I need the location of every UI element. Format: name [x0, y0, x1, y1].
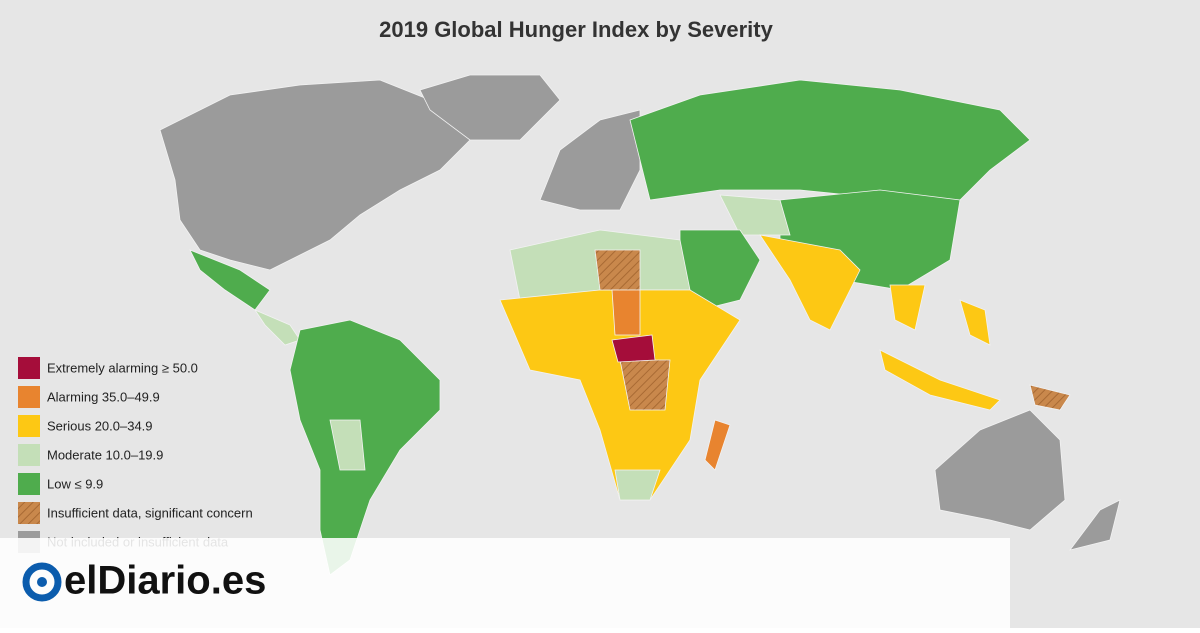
legend-label: Alarming 35.0–49.9: [47, 389, 160, 404]
legend-label: Moderate 10.0–19.9: [47, 447, 163, 462]
legend-swatch: [18, 386, 40, 408]
legend-label: Serious 20.0–34.9: [47, 418, 153, 433]
legend-label: Low ≤ 9.9: [47, 476, 103, 491]
legend-label: Insufficient data, significant concern: [47, 505, 253, 520]
logo-icon-dot: [37, 577, 47, 587]
legend-swatch: [18, 357, 40, 379]
world-map: [159, 74, 1121, 576]
logo-icon: [22, 562, 62, 602]
legend-swatch: [18, 415, 40, 437]
legend-swatch: [18, 473, 40, 495]
legend-label: Extremely alarming ≥ 50.0: [47, 360, 198, 375]
legend-swatch: [18, 444, 40, 466]
logo-band: [0, 538, 1010, 628]
map-title: 2019 Global Hunger Index by Severity: [379, 17, 773, 42]
legend-swatch: [18, 502, 40, 524]
logo-text: elDiario.es: [64, 559, 266, 603]
